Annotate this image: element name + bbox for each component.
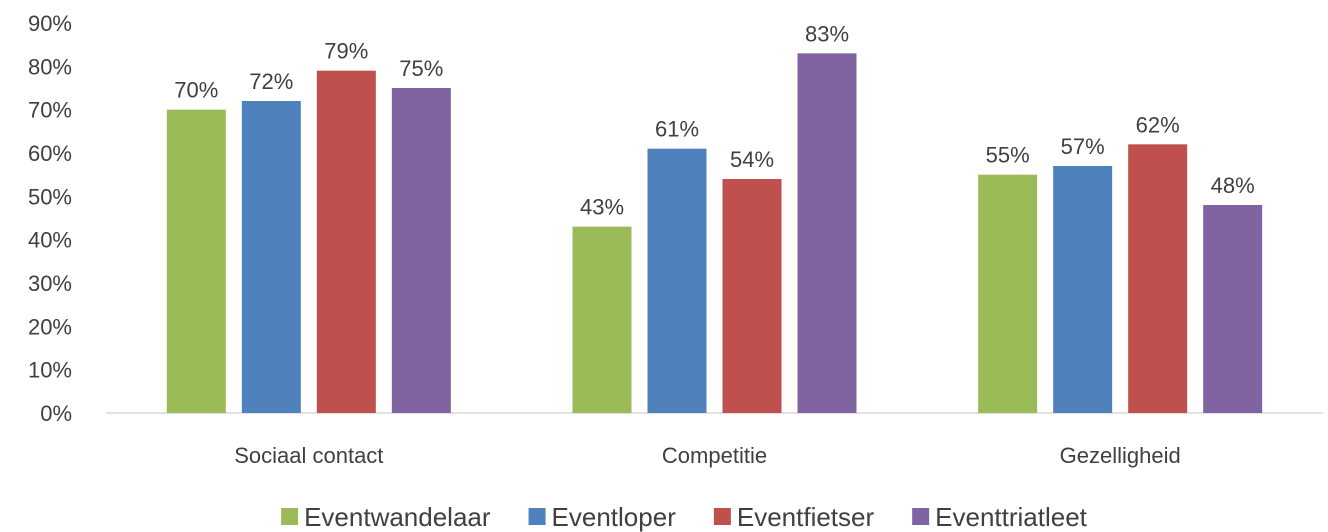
data-label: 62% (1136, 112, 1180, 137)
bar (978, 175, 1037, 413)
y-tick-label: 40% (28, 228, 72, 253)
bar (242, 101, 301, 413)
bar (573, 227, 632, 413)
bar (1128, 144, 1187, 413)
y-tick-label: 50% (28, 184, 72, 209)
y-tick-label: 60% (28, 141, 72, 166)
bar (798, 53, 857, 413)
bars (167, 53, 1262, 413)
bar (167, 110, 226, 413)
bar (392, 88, 451, 413)
data-label: 70% (174, 78, 218, 103)
x-category-label: Sociaal contact (234, 443, 383, 468)
x-category-label: Gezelligheid (1060, 443, 1181, 468)
data-label: 83% (805, 21, 849, 46)
y-tick-label: 10% (28, 358, 72, 383)
y-tick-label: 80% (28, 54, 72, 79)
x-axis: Sociaal contact Competitie Gezelligheid (234, 443, 1180, 468)
legend-label: Eventwandelaar (304, 502, 491, 532)
data-label: 43% (580, 195, 624, 220)
y-tick-label: 20% (28, 314, 72, 339)
data-label: 61% (655, 117, 699, 142)
data-label: 79% (324, 39, 368, 64)
legend-swatch (714, 508, 731, 525)
bar (723, 179, 782, 413)
legend-swatch (529, 508, 546, 525)
data-label: 57% (1061, 134, 1105, 159)
legend-swatch (912, 508, 929, 525)
legend: Eventwandelaar Eventloper Eventfietser Even… (281, 502, 1088, 532)
legend-swatch (281, 508, 298, 525)
data-label: 55% (986, 143, 1030, 168)
legend-label: Eventfietser (737, 502, 875, 532)
legend-label: Eventloper (552, 502, 677, 532)
data-label: 72% (249, 69, 293, 94)
x-category-label: Competitie (662, 443, 767, 468)
data-label: 48% (1211, 173, 1255, 198)
y-axis: 0% 10% 20% 30% 40% 50% 60% 70% 80% 90% (28, 11, 72, 426)
data-label: 75% (399, 56, 443, 81)
legend-label: Eventtriatleet (935, 502, 1088, 532)
y-tick-label: 30% (28, 271, 72, 296)
y-tick-label: 90% (28, 11, 72, 36)
bar (1053, 166, 1112, 413)
bar (648, 149, 707, 413)
y-tick-label: 70% (28, 98, 72, 123)
bar (1203, 205, 1262, 413)
data-label: 54% (730, 147, 774, 172)
y-tick-label: 0% (40, 401, 72, 426)
bar (317, 71, 376, 413)
